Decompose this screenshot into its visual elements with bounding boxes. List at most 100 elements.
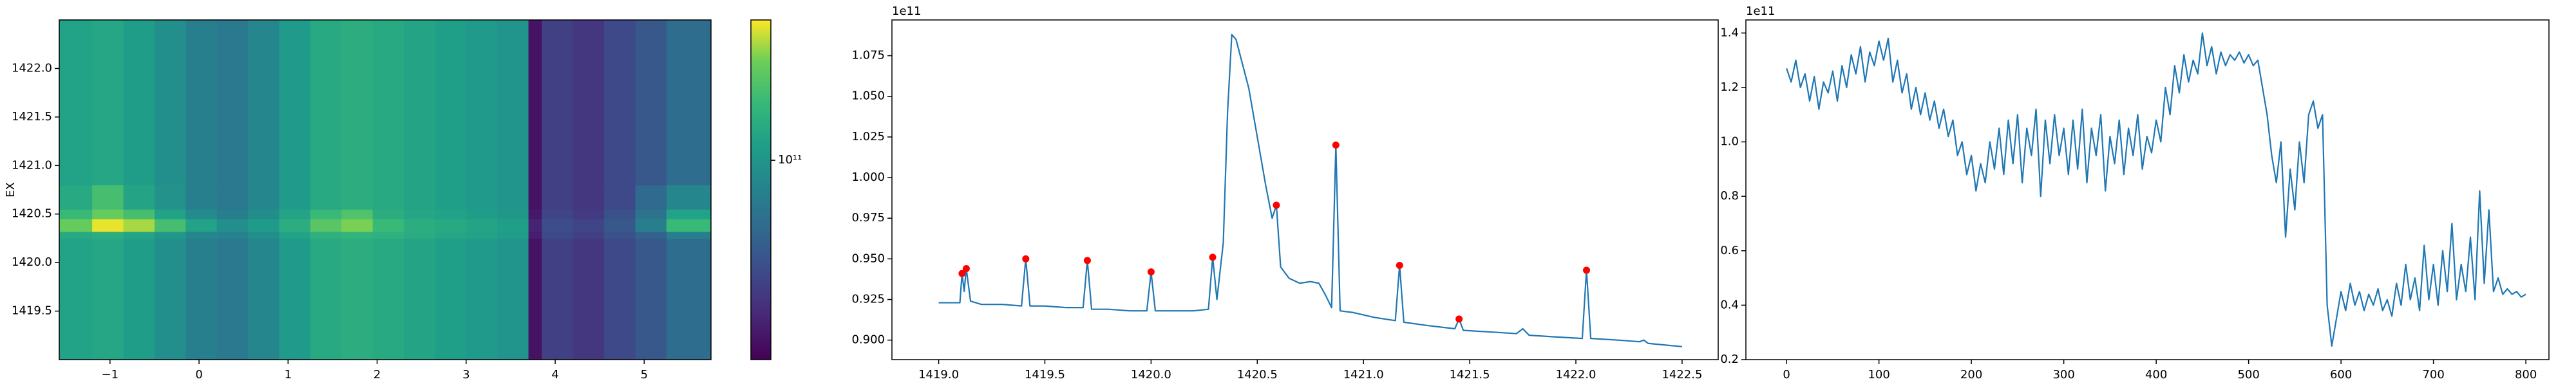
heatmap-cell <box>310 209 342 219</box>
heatmap-cell <box>59 231 93 239</box>
x-tick-label: 200 <box>1960 368 1982 381</box>
x-tick-label: 1420.5 <box>1237 368 1278 381</box>
heatmap-cell <box>542 209 574 219</box>
heatmap-cell <box>542 219 574 232</box>
heatmap-cell <box>92 219 124 232</box>
heatmap-cell <box>248 20 280 186</box>
y-tick-label: 0.975 <box>851 211 885 225</box>
heatmap-cell <box>154 231 186 239</box>
heatmap-cell <box>279 238 311 360</box>
x-tick-label: 600 <box>2330 368 2352 381</box>
heatmap-cell <box>59 219 93 232</box>
heatmap-cell <box>216 219 249 232</box>
peak-marker <box>1583 266 1591 274</box>
heatmap-cell <box>635 231 667 239</box>
heatmap-cell <box>573 185 605 210</box>
heatmap-cell <box>123 238 155 360</box>
x-tick-label: 1422.0 <box>1556 368 1596 381</box>
heatmap-cell <box>435 219 467 232</box>
heatmap-cell <box>666 219 712 232</box>
heatmap-cell <box>435 20 467 186</box>
heatmap-cell <box>542 20 574 186</box>
heatmap-cell <box>185 219 218 232</box>
y-tick-label: 1.025 <box>851 130 885 143</box>
y-tick-label: 1.050 <box>851 89 885 103</box>
heatmap-cell <box>435 231 467 239</box>
heatmap-cell <box>635 238 667 360</box>
heatmap-cell <box>604 219 636 232</box>
heatmap-cell <box>666 20 712 186</box>
heatmap-cell <box>59 238 93 360</box>
peak-marker <box>1396 261 1403 269</box>
x-tick-label: 100 <box>1868 368 1889 381</box>
heatmap-cell <box>573 20 605 186</box>
x-tick-label: 0 <box>195 368 202 381</box>
heatmap-cell <box>279 209 311 219</box>
heatmap-cell <box>92 20 124 186</box>
x-tick-label: 700 <box>2422 368 2444 381</box>
heatmap-cell <box>466 238 498 360</box>
heatmap-cell <box>216 20 249 186</box>
heatmap-cell <box>248 231 280 239</box>
y-tick-label: 1.2 <box>1720 80 1739 94</box>
heatmap-cell <box>154 219 186 232</box>
heatmap-cell <box>92 185 124 210</box>
heatmap-cell <box>154 209 186 219</box>
heatmap-cell <box>435 238 467 360</box>
heatmap-cell <box>248 238 280 360</box>
heatmap-cell <box>404 238 436 360</box>
axes-frame <box>1745 19 2550 360</box>
axes-frame <box>891 19 1719 360</box>
x-tick-label: 1419.5 <box>1025 368 1065 381</box>
heatmap-cell <box>604 185 636 210</box>
y-tick-label: 0.950 <box>851 252 885 265</box>
heatmap-cell <box>528 238 542 360</box>
peak-marker <box>1022 255 1030 262</box>
heatmap-cell <box>248 185 280 210</box>
heatmap-cell <box>466 20 498 186</box>
colorbar <box>750 19 772 360</box>
y-tick-label: 1.4 <box>1720 26 1739 39</box>
heatmap-cell <box>604 238 636 360</box>
x-tick-label: 500 <box>2237 368 2259 381</box>
y-tick-label: 0.4 <box>1720 298 1739 311</box>
heatmap-cell <box>466 209 498 219</box>
peak-marker <box>958 270 966 277</box>
heatmap-cell <box>497 231 529 239</box>
heatmap-cell <box>59 209 93 219</box>
x-tick-label: 1421.0 <box>1343 368 1384 381</box>
heatmap-cell <box>466 219 498 232</box>
heatmap-cell <box>216 209 249 219</box>
y-tick-label: 1419.5 <box>12 304 52 318</box>
heatmap-cell <box>528 231 542 239</box>
heatmap-cell <box>59 185 93 210</box>
heatmap-cell <box>248 209 280 219</box>
heatmap-cell <box>573 219 605 232</box>
y-tick-label: 0.6 <box>1720 244 1739 257</box>
heatmap-cell <box>666 238 712 360</box>
x-tick-label: 1 <box>285 368 292 381</box>
heatmap-cell <box>123 20 155 186</box>
heatmap-cell <box>528 219 542 232</box>
heatmap-cell <box>279 219 311 232</box>
heatmap-cell <box>310 231 342 239</box>
y-tick-label: 0.900 <box>851 333 885 347</box>
heatmap-cell <box>310 219 342 232</box>
heatmap-cell <box>666 185 712 210</box>
heatmap-cell <box>635 20 667 186</box>
heatmap-cell <box>542 231 574 239</box>
y-tick-label: 1421.0 <box>12 158 52 172</box>
peak-marker <box>1273 201 1280 209</box>
heatmap-cell <box>341 20 374 186</box>
y-tick-label: 1420.0 <box>12 255 52 269</box>
heatmap-cell <box>123 209 155 219</box>
heatmap-cell <box>573 209 605 219</box>
heatmap-cell <box>154 238 186 360</box>
heatmap-cell <box>666 231 712 239</box>
heatmap-cell <box>372 185 404 210</box>
peak-marker <box>1332 142 1340 149</box>
heatmap-cell <box>528 20 542 186</box>
y-tick-label: 1422.0 <box>12 61 52 75</box>
heatmap-cell <box>404 185 436 210</box>
